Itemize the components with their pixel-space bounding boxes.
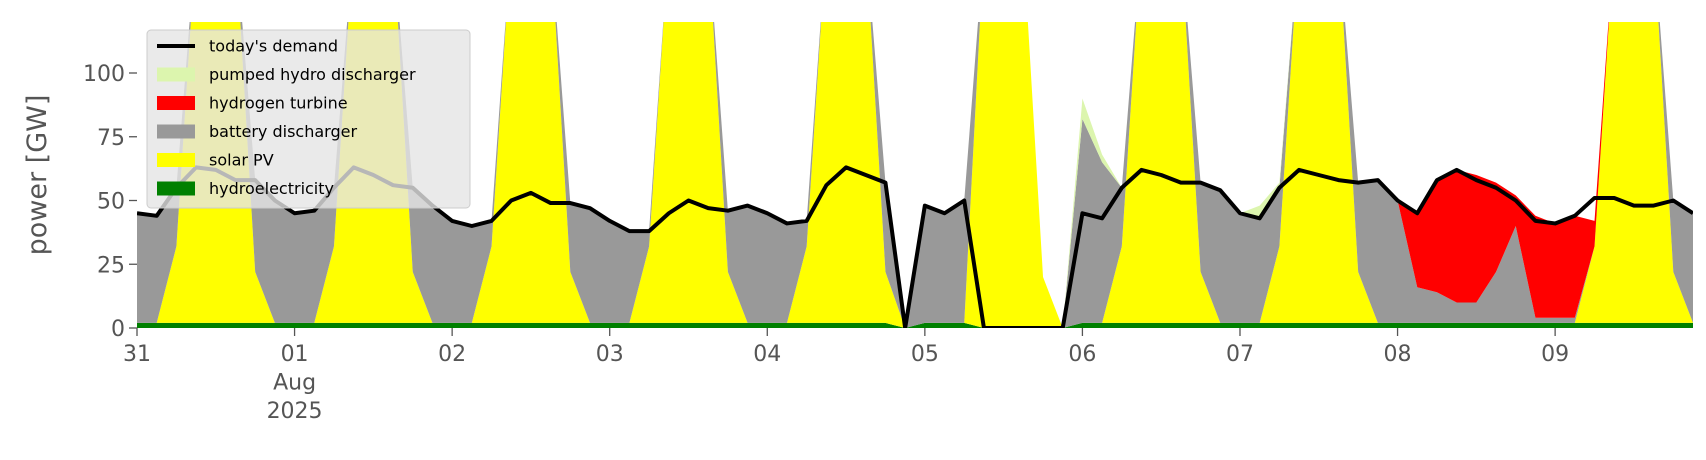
- legend-swatch: [157, 181, 195, 196]
- x-tick-label: 08: [1384, 342, 1412, 367]
- y-tick-label: 75: [97, 126, 125, 151]
- legend-label: hydroelectricity: [209, 179, 334, 198]
- x-tick-label: 07: [1226, 342, 1254, 367]
- legend-swatch: [157, 124, 195, 139]
- legend-frame: [146, 29, 471, 209]
- y-axis-label: power [GW]: [22, 95, 53, 256]
- x-tick-label: 02: [438, 342, 466, 367]
- legend-swatch: [157, 96, 195, 110]
- legend: today's demand pumped hydro discharger hyd…: [146, 29, 471, 209]
- legend-label: solar PV: [209, 151, 274, 170]
- y-tick-label: 50: [97, 190, 125, 215]
- legend-label: battery discharger: [209, 122, 357, 141]
- y-tick-label: 100: [83, 62, 125, 87]
- area: [137, 22, 1693, 328]
- area: [137, 322, 1693, 328]
- axes: 0 25 50 75 100 31 01 Aug 2025 02 03 04 05 06 07 08 09: [83, 62, 1569, 424]
- legend-swatch: [157, 67, 195, 82]
- area: [137, 22, 1693, 328]
- x-tick-label: 05: [911, 342, 939, 367]
- x-tick-label: 06: [1068, 342, 1096, 367]
- legend-swatch: [157, 153, 195, 167]
- area: [137, 22, 1693, 328]
- plot-area: [137, 22, 1693, 328]
- y-tick-label: 0: [111, 317, 125, 342]
- x-tick-label: 31: [123, 342, 151, 367]
- y-tick-label: 25: [97, 253, 125, 278]
- legend-label: pumped hydro discharger: [209, 65, 416, 84]
- x-tick-label: 03: [596, 342, 624, 367]
- x-tick-label: 09: [1541, 342, 1569, 367]
- x-tick-label: 04: [753, 342, 781, 367]
- legend-label: hydrogen turbine: [209, 94, 348, 113]
- legend-label: today's demand: [209, 37, 338, 56]
- x-tick-label: 01 Aug 2025: [267, 342, 323, 424]
